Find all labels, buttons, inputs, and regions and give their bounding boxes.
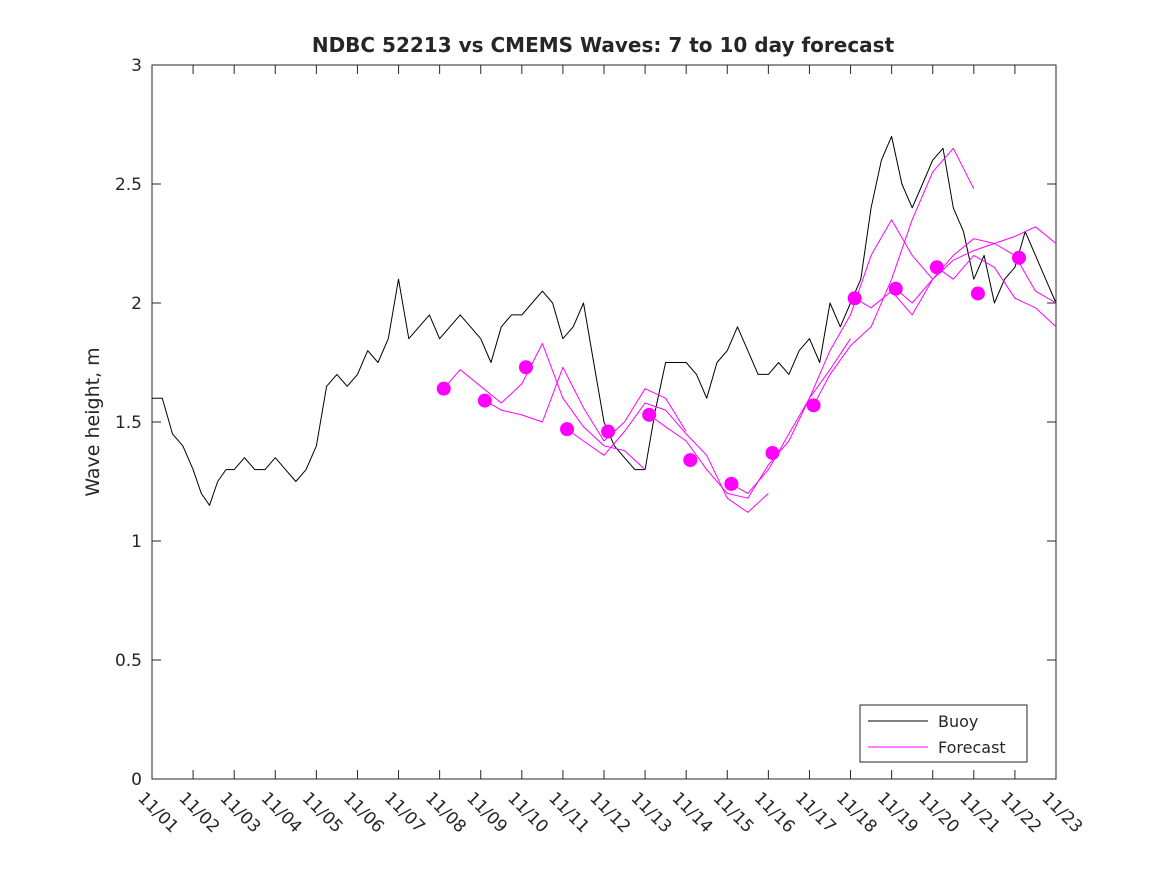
- y-tick-label: 3: [131, 56, 142, 76]
- buoy-line: [152, 135, 1057, 506]
- forecast-line: [484, 366, 687, 442]
- y-tick-label: 2.5: [115, 175, 142, 195]
- forecast-marker: [436, 381, 451, 396]
- forecast-marker: [765, 445, 780, 460]
- forecast-marker: [929, 260, 944, 275]
- legend-forecast-label: Forecast: [938, 738, 1006, 757]
- y-tick-label: 1: [131, 532, 142, 552]
- forecast-marker: [477, 393, 492, 408]
- forecast-marker: [601, 424, 616, 439]
- forecast-line: [854, 226, 1057, 316]
- forecast-marker: [518, 360, 533, 375]
- forecast-marker: [970, 286, 985, 301]
- y-tick-label: 2: [131, 294, 142, 314]
- y-tick-label: 0.5: [115, 651, 142, 671]
- forecast-line: [648, 338, 851, 499]
- legend-buoy-label: Buoy: [938, 712, 978, 731]
- forecast-marker: [724, 476, 739, 491]
- forecast-line: [813, 147, 975, 406]
- forecast-marker: [806, 398, 821, 413]
- forecast-line: [566, 402, 769, 513]
- forecast-marker: [1012, 250, 1027, 265]
- y-tick-label: 0: [131, 770, 142, 790]
- forecast-marker: [847, 291, 862, 306]
- forecast-line: [895, 243, 1057, 304]
- legend: Buoy Forecast: [859, 704, 1028, 763]
- forecast-marker: [683, 453, 698, 468]
- y-tick-label: 1.5: [115, 413, 142, 433]
- forecast-marker: [642, 407, 657, 422]
- chart-title: NDBC 52213 vs CMEMS Waves: 7 to 10 day f…: [312, 33, 895, 57]
- forecast-marker: [888, 281, 903, 296]
- forecast-line: [936, 254, 1057, 328]
- forecast-line: [731, 219, 934, 494]
- y-axis-label: Wave height, m: [82, 347, 104, 496]
- forecast-marker: [560, 422, 575, 437]
